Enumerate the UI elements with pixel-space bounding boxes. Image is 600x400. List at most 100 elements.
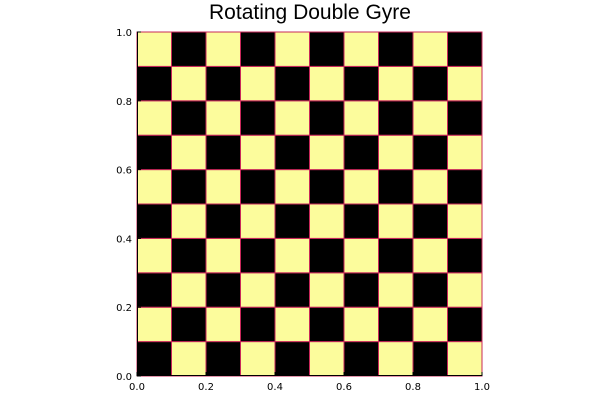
heatmap-cell [309, 272, 345, 308]
heatmap-cell [343, 306, 379, 343]
heatmap-cell [378, 203, 414, 239]
heatmap-cell [205, 31, 241, 67]
x-axis-ticks: 0.0 0.2 0.4 0.6 0.8 1.0 [129, 372, 490, 393]
heatmap-cell [274, 203, 310, 239]
heatmap-cell [378, 237, 414, 274]
heatmap-cell [274, 31, 310, 67]
heatmap-cell [274, 134, 310, 171]
heatmap-cell [136, 341, 172, 377]
heatmap-cell [447, 65, 483, 102]
heatmap-cell [171, 237, 207, 274]
heatmap-cell [378, 31, 414, 67]
heatmap-cell [343, 65, 379, 102]
heatmap-cell [274, 237, 310, 274]
heatmap-cell [240, 306, 276, 343]
heatmap-cell [447, 272, 483, 308]
heatmap-cell [309, 100, 345, 136]
heatmap-cell [205, 100, 241, 136]
heatmap-cell [136, 31, 172, 67]
heatmap-cell [309, 203, 345, 239]
heatmap-cell [343, 169, 379, 205]
y-tick-label: 0.0 [116, 372, 132, 383]
heatmap-cell [447, 306, 483, 343]
heatmap-cell [378, 65, 414, 102]
heatmap-cell [274, 65, 310, 102]
heatmap-cell [378, 272, 414, 308]
y-tick-label: 0.4 [116, 234, 132, 245]
heatmap-cell [205, 169, 241, 205]
heatmap-cell [447, 100, 483, 136]
heatmap-cell [412, 306, 448, 343]
heatmap-cell [240, 134, 276, 171]
x-tick-label: 0.2 [198, 382, 214, 393]
heatmap-cell [274, 100, 310, 136]
heatmap-cell [240, 272, 276, 308]
heatmap-cell [343, 272, 379, 308]
heatmap-cell [412, 100, 448, 136]
heatmap-cell [171, 203, 207, 239]
heatmap-cell [205, 134, 241, 171]
heatmap-cell [412, 169, 448, 205]
heatmap-cell [274, 272, 310, 308]
heatmap-cell [309, 65, 345, 102]
heatmap-cell [274, 341, 310, 377]
heatmap-cell [136, 100, 172, 136]
heatmap-cell [205, 237, 241, 274]
heatmap-cell [378, 306, 414, 343]
heatmap-cell [447, 134, 483, 171]
heatmap-cell [136, 65, 172, 102]
heatmap-cell [240, 169, 276, 205]
heatmap-cell [343, 203, 379, 239]
heatmap-cell [171, 65, 207, 102]
heatmap-cell [171, 169, 207, 205]
heatmap-cell [412, 134, 448, 171]
heatmap-cell [205, 203, 241, 239]
heatmap-cell [171, 31, 207, 67]
y-tick-label: 0.6 [116, 166, 132, 177]
heatmap-cell [240, 31, 276, 67]
heatmap-cell [343, 100, 379, 136]
heatmap-cell [412, 203, 448, 239]
heatmap-cell [274, 306, 310, 343]
heatmap-cell [378, 134, 414, 171]
heatmap-cell [171, 341, 207, 377]
heatmap-cell [447, 31, 483, 67]
heatmap-cell [205, 306, 241, 343]
heatmap-cell [136, 134, 172, 171]
heatmap-cell [240, 341, 276, 377]
heatmap-cell [205, 341, 241, 377]
heatmap-cell [447, 341, 483, 377]
heatmap-cell [343, 31, 379, 67]
heatmap-cell [136, 203, 172, 239]
heatmap-cell [309, 134, 345, 171]
heatmap-cell [378, 169, 414, 205]
chart-axes [137, 32, 482, 376]
heatmap-cell [343, 237, 379, 274]
heatmap-cell [412, 272, 448, 308]
heatmap-cell [309, 341, 345, 377]
heatmap-cell [171, 100, 207, 136]
heatmap-cell [447, 203, 483, 239]
y-tick-label: 0.8 [116, 97, 132, 108]
x-tick-label: 0.8 [405, 382, 421, 393]
heatmap-cell [136, 272, 172, 308]
heatmap-cell [240, 237, 276, 274]
heatmap-cell [378, 100, 414, 136]
heatmap-cell [343, 341, 379, 377]
heatmap-cell [412, 65, 448, 102]
heatmap-cell [136, 169, 172, 205]
heatmap-cell [171, 272, 207, 308]
heatmap-cell [309, 31, 345, 67]
heatmap-cell [309, 237, 345, 274]
x-tick-label: 1.0 [474, 382, 490, 393]
heatmap-cell [447, 169, 483, 205]
y-tick-label: 0.2 [116, 303, 132, 314]
y-tick-label: 1.0 [116, 28, 132, 39]
heatmap-cell [412, 341, 448, 377]
heatmap-cell [240, 100, 276, 136]
y-axis-ticks: 0.0 0.2 0.4 0.6 0.8 1.0 [116, 28, 141, 383]
heatmap-cell [240, 65, 276, 102]
heatmap-cell [378, 341, 414, 377]
heatmap-cell [171, 134, 207, 171]
